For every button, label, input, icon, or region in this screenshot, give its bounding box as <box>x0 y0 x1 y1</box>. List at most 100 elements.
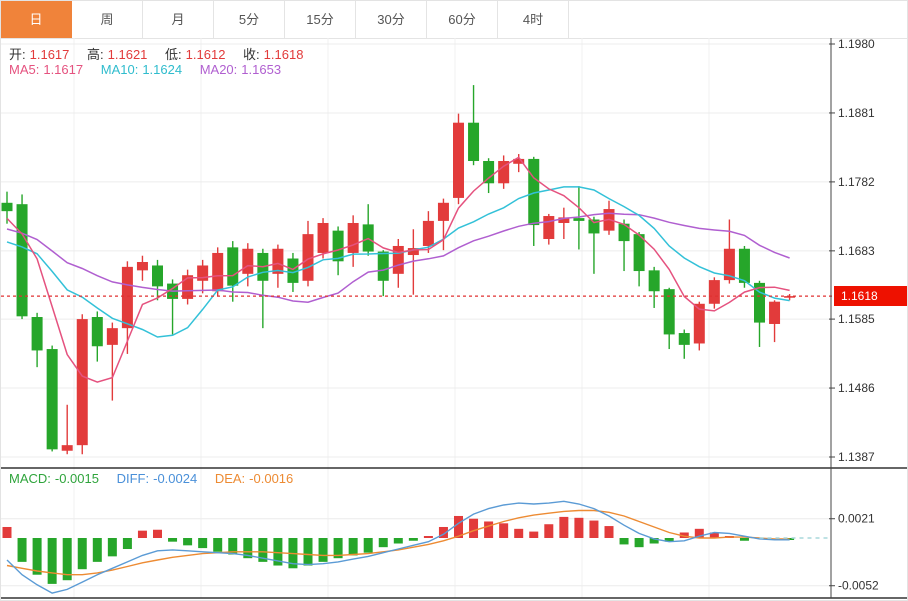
macd-histogram-bar <box>499 523 509 538</box>
macd-histogram-bar <box>333 538 343 559</box>
candle-body <box>588 219 600 234</box>
dea-value: -0.0016 <box>249 471 294 486</box>
tab-15min[interactable]: 15分 <box>285 1 356 38</box>
y-axis-label: 1.1782 <box>838 175 875 189</box>
ma10-value: 1.1624 <box>142 62 183 77</box>
candle-body <box>16 204 28 317</box>
candle-body <box>407 248 419 256</box>
candle-body <box>106 328 118 345</box>
candle-body <box>769 301 781 324</box>
candle-body <box>212 252 224 292</box>
macd-histogram-bar <box>649 538 659 544</box>
y-axis-label: 1.1585 <box>838 312 875 326</box>
macd-label: MACD: <box>9 471 51 486</box>
candle-body <box>618 223 630 242</box>
ma5-value: 1.1617 <box>43 62 84 77</box>
candle-body <box>242 248 254 274</box>
macd-histogram-bar <box>363 538 373 553</box>
diff-value: -0.0024 <box>153 471 198 486</box>
tab-day[interactable]: 日 <box>1 1 72 38</box>
macd-histogram-bar <box>213 538 223 552</box>
candle-body <box>754 282 765 323</box>
macd-histogram-bar <box>2 526 12 538</box>
candle-body <box>182 275 194 299</box>
macd-histogram-bar <box>709 532 719 538</box>
ohlc-readout: 开: 1.1617 高: 1.1621 低: 1.1612 收: 1.1618 <box>9 44 307 63</box>
candle-body <box>437 202 449 221</box>
candle-body <box>468 122 480 162</box>
candle-body <box>738 248 750 283</box>
candle-body <box>573 218 585 221</box>
macd-histogram-bar <box>408 538 418 541</box>
period-tab-bar: 日 周 月 5分 15分 30分 60分 4时 <box>1 1 907 39</box>
macd-histogram-bar <box>228 538 238 555</box>
macd-histogram-bar <box>273 538 283 566</box>
ma20-value: 1.1653 <box>241 62 282 77</box>
macd-histogram-bar <box>529 531 539 538</box>
tab-4hour[interactable]: 4时 <box>498 1 569 38</box>
tab-5min[interactable]: 5分 <box>214 1 285 38</box>
ma5-label: MA5: <box>9 62 40 77</box>
macd-histogram-bar <box>32 538 42 575</box>
tab-60min[interactable]: 60分 <box>427 1 498 38</box>
macd-histogram-bar <box>393 538 403 544</box>
macd-axis-label: -0.0052 <box>838 579 879 593</box>
close-label: 收: <box>243 47 260 62</box>
tab-30min[interactable]: 30分 <box>356 1 427 38</box>
macd-histogram-bar <box>423 536 433 538</box>
ma5-line <box>6 156 790 383</box>
candle-body <box>332 230 344 262</box>
macd-histogram-bar <box>153 529 162 538</box>
macd-histogram-bar <box>664 538 674 542</box>
candle-body <box>227 247 239 286</box>
ma10-label: MA10: <box>100 62 139 77</box>
ma20-line <box>6 212 790 303</box>
candle-body <box>1 202 13 212</box>
candle-body <box>633 234 645 272</box>
macd-value: -0.0015 <box>54 471 99 486</box>
macd-histogram-bar <box>739 538 749 541</box>
macd-histogram-bar <box>198 538 208 549</box>
macd-histogram-bar <box>574 517 584 538</box>
dea-line <box>6 509 790 576</box>
macd-histogram-bar <box>694 528 704 538</box>
candle-body <box>708 280 720 304</box>
macd-histogram-bar <box>137 530 147 538</box>
candle-body <box>678 333 690 345</box>
macd-histogram-bar <box>438 526 448 538</box>
y-axis-label: 1.1683 <box>838 244 875 258</box>
candle-body <box>31 317 43 351</box>
tab-week[interactable]: 周 <box>72 1 143 38</box>
macd-histogram-bar <box>619 538 629 545</box>
candle-body <box>453 122 464 198</box>
ma-readout: MA5: 1.1617 MA10: 1.1624 MA20: 1.1653 <box>9 62 285 77</box>
candle-body <box>302 234 314 281</box>
y-axis-label: 1.1387 <box>838 450 875 464</box>
candle-body <box>121 266 133 329</box>
open-label: 开: <box>9 47 26 62</box>
macd-histogram-bar <box>454 515 463 538</box>
candle-body <box>693 303 705 344</box>
macd-histogram-bar <box>258 538 268 562</box>
macd-histogram-bar <box>348 538 358 556</box>
y-axis-label: 1.1486 <box>838 381 875 395</box>
dea-label: DEA: <box>214 471 246 486</box>
macd-histogram-bar <box>559 516 569 538</box>
tab-month[interactable]: 月 <box>143 1 214 38</box>
candle-body <box>558 217 570 223</box>
macd-histogram-bar <box>514 528 524 538</box>
ma20-label: MA20: <box>199 62 238 77</box>
macd-histogram-bar <box>544 524 554 538</box>
candle-body <box>513 158 525 164</box>
current-price-tag: 1.1618 <box>834 286 907 306</box>
candle-body <box>136 261 148 271</box>
price-chart[interactable]: 1.1980 1.1881 1.1782 1.1683 1.1585 1.1486 1.13… <box>1 38 908 601</box>
close-value: 1.1618 <box>263 47 304 62</box>
open-value: 1.1617 <box>29 47 70 62</box>
candle-body <box>648 270 660 292</box>
candle-body <box>663 289 675 335</box>
candle-body <box>152 265 163 287</box>
candle-body <box>392 245 404 274</box>
candle-body <box>498 161 510 184</box>
high-value: 1.1621 <box>107 47 148 62</box>
